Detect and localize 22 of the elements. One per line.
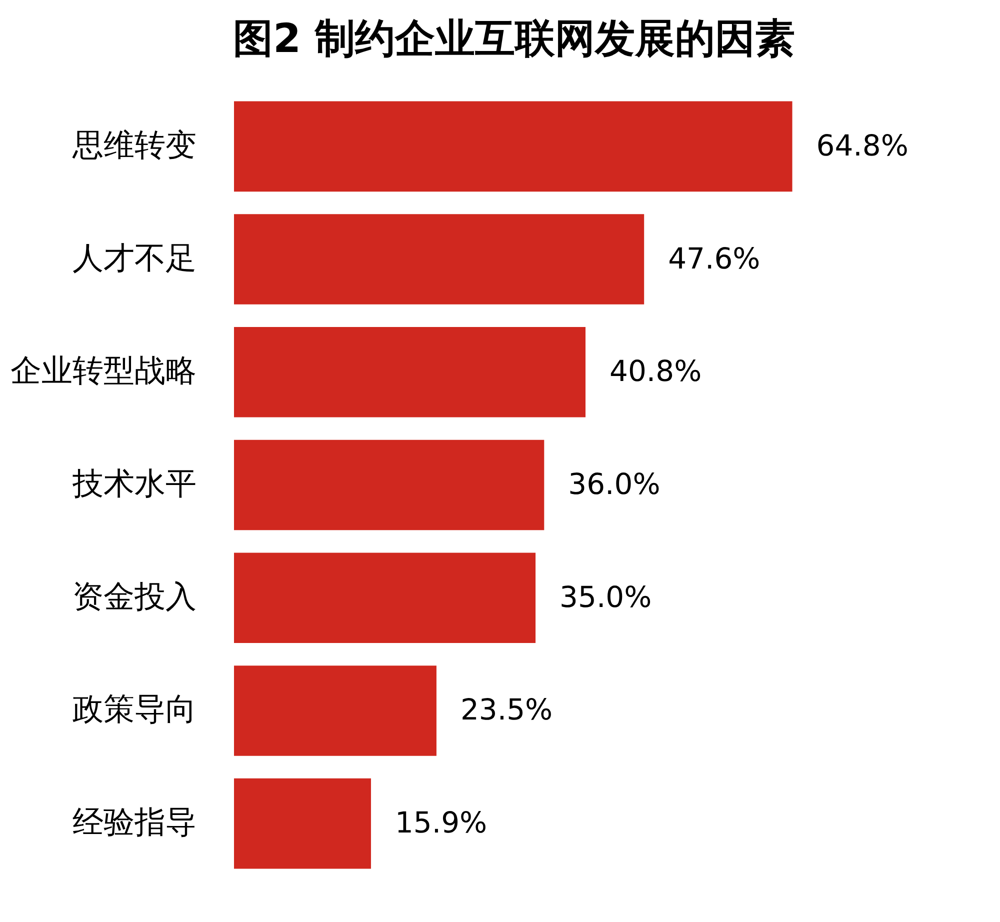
y-tick-label: 政策导向: [72, 692, 196, 728]
bar: [234, 778, 371, 869]
y-tick-label: 企业转型战略: [10, 353, 196, 390]
y-tick-label: 人才不足: [72, 240, 196, 276]
bar: [234, 327, 586, 418]
data-label: 23.5%: [460, 692, 553, 727]
bar: [234, 101, 792, 192]
bar: [234, 440, 544, 530]
y-tick-label: 思维转变: [72, 127, 196, 164]
chart-title: 图2 制约企业互联网发展的因素: [233, 16, 795, 62]
bar: [234, 666, 436, 756]
bar: [234, 214, 644, 304]
data-label: 64.8%: [816, 128, 908, 162]
y-tick-label: 技术水平: [72, 466, 196, 502]
data-label: 40.8%: [610, 354, 702, 388]
data-label: 36.0%: [568, 467, 660, 501]
data-label: 35.0%: [560, 580, 652, 614]
bar: [234, 552, 536, 643]
y-tick-label: 资金投入: [72, 578, 196, 615]
y-tick-label: 经验指导: [72, 804, 196, 841]
data-label: 15.9%: [394, 806, 488, 840]
data-label: 47.6%: [668, 241, 760, 276]
